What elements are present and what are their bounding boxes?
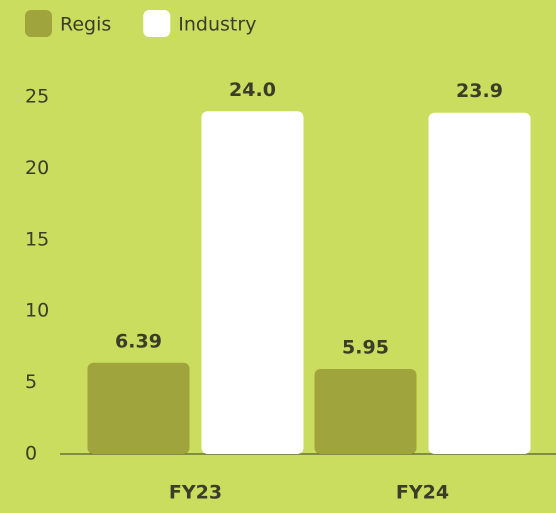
value-label: 23.9	[456, 80, 503, 102]
bar	[87, 362, 190, 454]
bar	[314, 369, 417, 454]
x-tick-label: FY24	[396, 482, 449, 504]
value-label: 24.0	[229, 79, 276, 101]
y-tick-label: 20	[25, 157, 49, 179]
value-label: 6.39	[115, 330, 162, 352]
legend-swatch	[25, 10, 52, 37]
legend-swatch	[143, 10, 171, 37]
x-tick-label: FY23	[169, 482, 222, 504]
y-tick-label: 5	[25, 371, 37, 393]
legend-label: Regis	[60, 14, 111, 36]
bar	[428, 112, 531, 454]
y-tick-label: 15	[25, 228, 49, 250]
y-tick-label: 0	[25, 443, 37, 465]
y-tick-label: 10	[25, 300, 49, 322]
legend-label: Industry	[178, 14, 256, 36]
y-tick-label: 25	[25, 86, 49, 108]
value-label: 5.95	[342, 337, 389, 359]
bar	[201, 111, 304, 454]
